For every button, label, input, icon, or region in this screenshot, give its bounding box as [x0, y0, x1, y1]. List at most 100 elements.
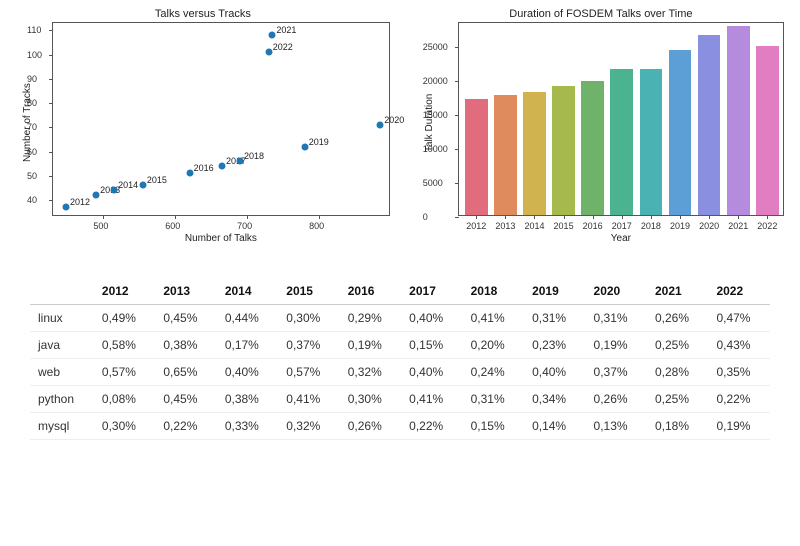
bar — [552, 86, 575, 215]
scatter-point-label: 2012 — [70, 197, 90, 207]
scatter-point — [93, 192, 100, 199]
scatter-point-label: 2015 — [147, 175, 167, 185]
table-cell: 0,41% — [278, 386, 339, 413]
bar — [669, 50, 692, 215]
table-row-label: python — [30, 386, 94, 413]
table-row: java0,58%0,38%0,17%0,37%0,19%0,15%0,20%0… — [30, 332, 770, 359]
bar — [581, 81, 604, 215]
table-cell: 0,20% — [463, 332, 524, 359]
bar-ytick: 20000 — [423, 76, 448, 86]
table-header-cell: 2022 — [708, 278, 770, 305]
table-cell: 0,57% — [94, 359, 155, 386]
table-cell: 0,25% — [647, 386, 708, 413]
scatter-point — [111, 187, 118, 194]
table-cell: 0,45% — [155, 305, 216, 332]
table-cell: 0,23% — [524, 332, 585, 359]
scatter-point-label: 2020 — [384, 115, 404, 125]
bar-xtick: 2015 — [554, 221, 574, 231]
table-cell: 0,49% — [94, 305, 155, 332]
table-cell: 0,33% — [217, 413, 278, 440]
scatter-point-label: 2014 — [118, 180, 138, 190]
bar-ytick: 25000 — [423, 42, 448, 52]
table-cell: 0,28% — [647, 359, 708, 386]
table-cell: 0,19% — [586, 332, 647, 359]
scatter-xtick: 700 — [237, 221, 252, 231]
scatter-point-label: 2016 — [194, 163, 214, 173]
table-cell: 0,38% — [155, 332, 216, 359]
table-cell: 0,41% — [401, 386, 462, 413]
table-cell: 0,40% — [401, 359, 462, 386]
table-cell: 0,57% — [278, 359, 339, 386]
bar — [523, 92, 546, 215]
table-cell: 0,13% — [586, 413, 647, 440]
bar-xtick: 2019 — [670, 221, 690, 231]
scatter-point — [265, 49, 272, 56]
bar-ylabel: Talk Duration — [424, 94, 435, 152]
scatter-point-label: 2021 — [276, 25, 296, 35]
table-row: linux0,49%0,45%0,44%0,30%0,29%0,40%0,41%… — [30, 305, 770, 332]
scatter-ylabel: Number of Tracks — [22, 83, 33, 162]
scatter-xlabel: Number of Talks — [185, 233, 257, 244]
table-cell: 0,38% — [217, 386, 278, 413]
scatter-point — [186, 170, 193, 177]
data-table-wrap: 2012201320142015201620172018201920202021… — [0, 260, 800, 440]
table-header-cell: 2017 — [401, 278, 462, 305]
table-cell: 0,17% — [217, 332, 278, 359]
table-cell: 0,40% — [217, 359, 278, 386]
bar — [698, 35, 721, 215]
scatter-ytick: 100 — [27, 50, 42, 60]
table-header-cell — [30, 278, 94, 305]
table-cell: 0,19% — [340, 332, 401, 359]
scatter-point — [269, 32, 276, 39]
table-header-cell: 2014 — [217, 278, 278, 305]
table-cell: 0,41% — [463, 305, 524, 332]
table-cell: 0,15% — [401, 332, 462, 359]
table-cell: 0,22% — [155, 413, 216, 440]
bar-xtick: 2016 — [583, 221, 603, 231]
bar — [494, 95, 517, 215]
table-cell: 0,45% — [155, 386, 216, 413]
data-table: 2012201320142015201620172018201920202021… — [30, 278, 770, 440]
table-cell: 0,24% — [463, 359, 524, 386]
scatter-point-label: 2019 — [309, 137, 329, 147]
scatter-ytick: 110 — [27, 25, 41, 35]
table-cell: 0,29% — [340, 305, 401, 332]
table-cell: 0,37% — [278, 332, 339, 359]
scatter-xtick: 600 — [165, 221, 180, 231]
table-cell: 0,25% — [647, 332, 708, 359]
bar — [465, 99, 488, 215]
bar-ytick: 5000 — [423, 178, 443, 188]
table-cell: 0,19% — [708, 413, 770, 440]
table-cell: 0,30% — [340, 386, 401, 413]
scatter-plot-area: 4050607080901001105006007008002012201320… — [52, 22, 390, 216]
scatter-xtick: 500 — [93, 221, 108, 231]
table-header-cell: 2020 — [586, 278, 647, 305]
table-cell: 0,31% — [524, 305, 585, 332]
table-cell: 0,14% — [524, 413, 585, 440]
table-cell: 0,15% — [463, 413, 524, 440]
table-cell: 0,47% — [708, 305, 770, 332]
table-cell: 0,43% — [708, 332, 770, 359]
bar-xtick: 2017 — [612, 221, 632, 231]
table-cell: 0,58% — [94, 332, 155, 359]
scatter-ytick: 40 — [27, 195, 37, 205]
scatter-point — [236, 158, 243, 165]
table-row: web0,57%0,65%0,40%0,57%0,32%0,40%0,24%0,… — [30, 359, 770, 386]
table-header-cell: 2012 — [94, 278, 155, 305]
table-cell: 0,26% — [586, 386, 647, 413]
table-cell: 0,22% — [708, 386, 770, 413]
table-cell: 0,18% — [647, 413, 708, 440]
bar-xtick: 2022 — [757, 221, 777, 231]
table-cell: 0,30% — [94, 413, 155, 440]
scatter-ytick: 50 — [27, 171, 37, 181]
table-row: mysql0,30%0,22%0,33%0,32%0,26%0,22%0,15%… — [30, 413, 770, 440]
table-cell: 0,34% — [524, 386, 585, 413]
bar-ytick: 0 — [423, 212, 428, 222]
table-cell: 0,30% — [278, 305, 339, 332]
scatter-title: Talks versus Tracks — [10, 8, 396, 20]
table-row-label: linux — [30, 305, 94, 332]
table-header-cell: 2019 — [524, 278, 585, 305]
table-cell: 0,08% — [94, 386, 155, 413]
bar-xtick: 2013 — [495, 221, 515, 231]
table-row-label: web — [30, 359, 94, 386]
